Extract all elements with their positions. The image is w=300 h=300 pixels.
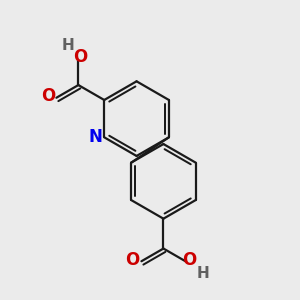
Text: O: O xyxy=(73,48,87,66)
Text: H: H xyxy=(61,38,74,53)
Text: N: N xyxy=(89,128,103,146)
Text: H: H xyxy=(197,266,210,281)
Text: O: O xyxy=(182,251,196,269)
Text: O: O xyxy=(41,87,55,105)
Text: O: O xyxy=(125,251,140,269)
